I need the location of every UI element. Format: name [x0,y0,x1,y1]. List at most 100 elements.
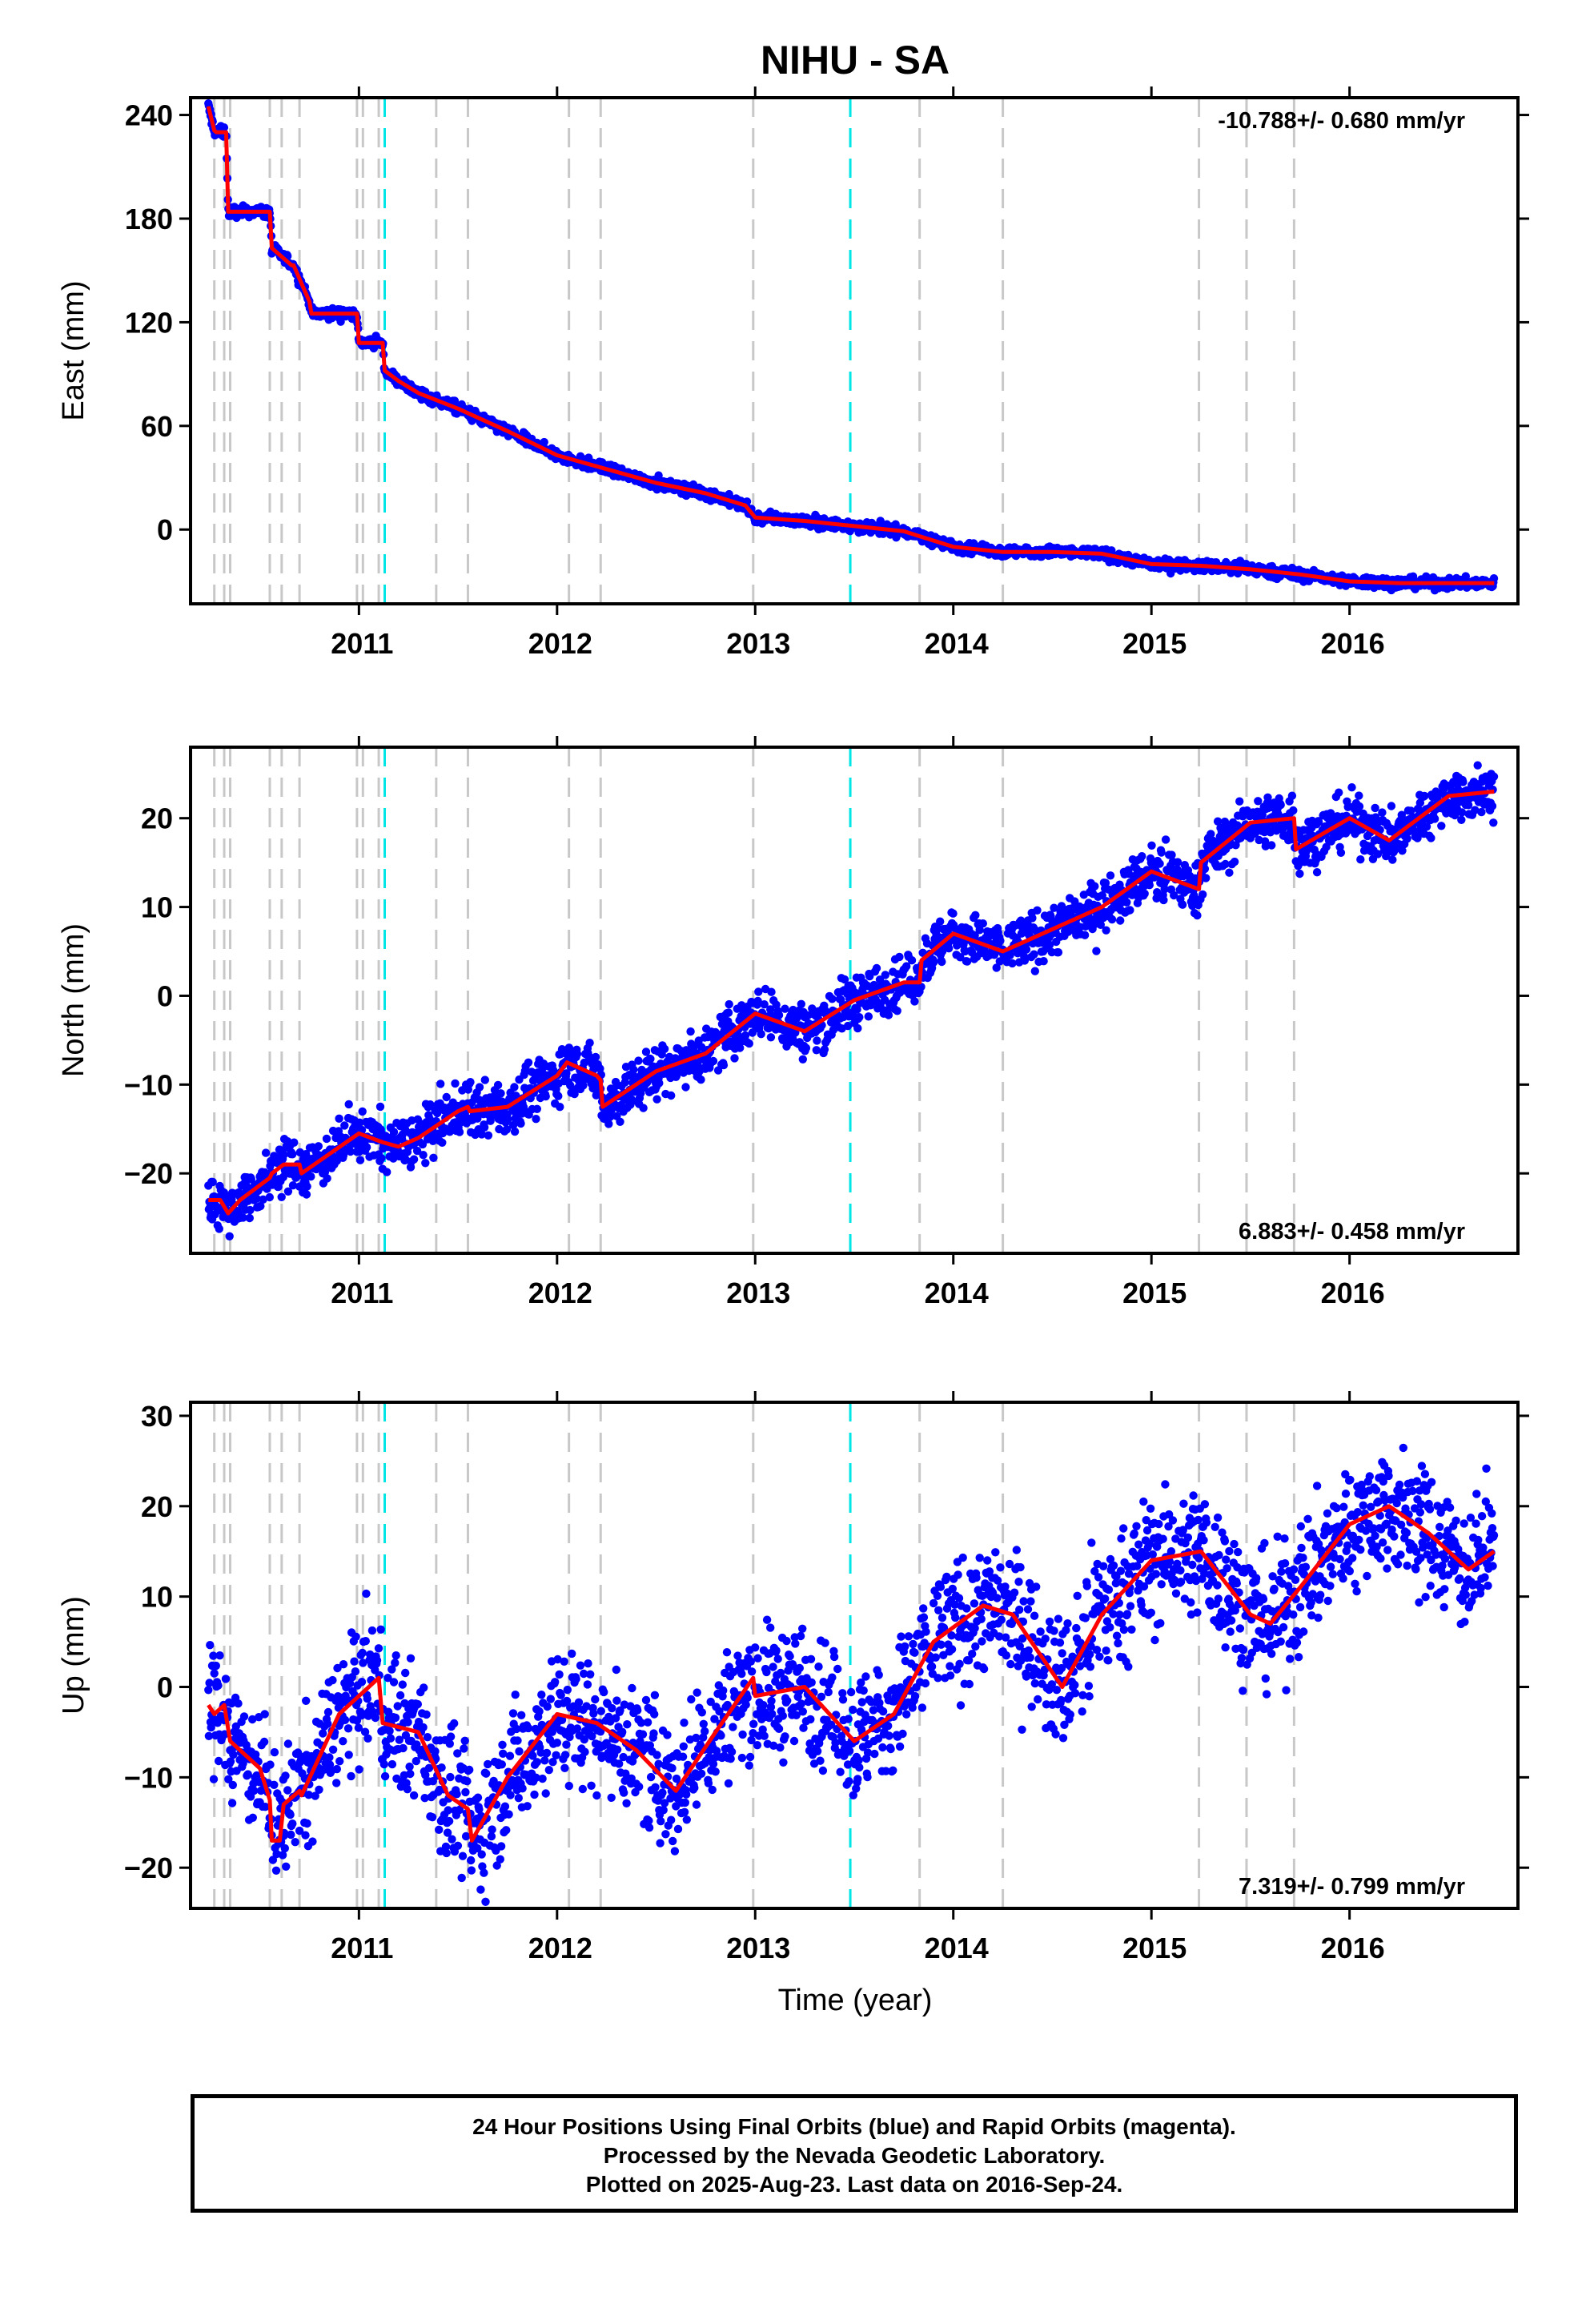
data-point [596,1064,604,1073]
data-point [1178,871,1188,881]
data-point [508,1120,518,1130]
data-point [572,1049,582,1059]
data-point [204,1731,214,1740]
data-point [1030,950,1038,959]
data-point [1430,814,1439,823]
data-point [1388,855,1397,864]
data-point [277,1192,286,1202]
y-tick-label: 240 [125,99,173,132]
data-point [323,1719,332,1728]
data-point [332,1764,341,1774]
data-point [379,1759,388,1769]
data-point [445,1128,454,1136]
data-point [261,1148,271,1157]
data-point [452,1790,461,1799]
data-point [229,1750,238,1759]
data-point [322,1134,331,1144]
data-point [259,1737,269,1747]
data-point [389,1678,399,1687]
data-point [436,1080,445,1088]
data-point [442,1092,451,1102]
data-point [843,1021,853,1031]
data-point [1312,868,1322,877]
data-point [767,987,776,996]
data-point [260,1710,269,1719]
data-point [302,1190,311,1199]
data-point [1335,788,1343,797]
data-point [375,1102,385,1112]
x-tick-label: 2013 [726,1277,790,1309]
data-point [1488,802,1497,810]
data-point [1355,802,1364,811]
data-point [480,1868,488,1877]
data-point [1096,920,1106,930]
data-point [265,1192,274,1202]
data-point [828,995,837,1003]
data-point [404,1718,412,1727]
data-point [467,1856,476,1865]
data-point [210,1669,219,1678]
data-point [1167,850,1176,859]
data-point [450,1719,459,1728]
data-point [1422,822,1431,831]
data-point [290,1138,299,1147]
data-point [936,917,945,926]
data-point [476,1885,485,1894]
data-point [406,1654,416,1663]
data-point [1390,846,1399,854]
data-point [208,1177,217,1187]
data-point [420,1683,428,1692]
data-point [231,1722,240,1731]
y-tick-label: 60 [141,410,173,443]
data-point [1122,898,1131,907]
data-point [949,909,958,918]
data-point [1254,797,1263,806]
data-point [339,1660,348,1669]
data-point [461,1831,471,1841]
data-point [477,1130,486,1139]
data-point [282,1862,291,1871]
x-tick-label: 2012 [528,1277,592,1309]
data-point [1420,791,1429,801]
x-tick-label: 2015 [1122,627,1186,660]
data-point [884,1011,893,1019]
data-point [606,1112,615,1121]
data-point [421,1771,430,1779]
data-point [1403,834,1411,843]
data-point [1464,801,1473,810]
data-point [1147,841,1156,850]
data-point [424,1763,434,1772]
x-tick-label: 2016 [1321,1277,1385,1309]
data-point [422,1710,431,1719]
data-point [1356,855,1365,864]
figure-title: NIHU - SA [761,38,950,82]
data-point [420,1794,429,1803]
data-point [340,1715,350,1724]
data-point [455,1128,464,1136]
data-point [585,1039,594,1047]
y-tick-label: −10 [124,1068,173,1101]
data-point [391,1713,400,1723]
data-point [1080,931,1090,939]
data-point [225,1232,234,1241]
data-point [1200,864,1210,874]
data-point [660,1044,669,1054]
data-point [328,1745,338,1754]
data-point [820,1045,829,1054]
data-point [384,1707,393,1716]
data-point [1017,916,1026,925]
data-point [1106,871,1115,880]
y-tick-label: −20 [124,1157,173,1190]
data-point [875,975,885,984]
x-tick-label: 2016 [1321,627,1385,660]
data-point [307,1172,315,1181]
data-point [907,956,917,965]
data-point [1230,857,1239,866]
data-point [1092,947,1101,955]
data-point [484,1131,493,1140]
data-point [992,963,1001,972]
data-point [1314,818,1323,826]
data-point [477,1850,486,1859]
